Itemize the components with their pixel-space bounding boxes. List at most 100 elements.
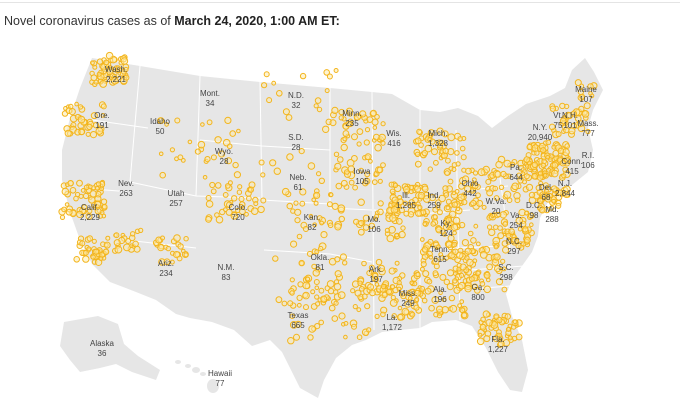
case-marker	[113, 239, 121, 247]
case-marker	[391, 196, 399, 204]
case-marker	[460, 154, 467, 161]
case-marker	[381, 291, 388, 298]
case-marker	[257, 205, 265, 214]
case-marker	[498, 335, 504, 341]
case-marker	[453, 286, 461, 294]
state-case-count: 61	[294, 183, 303, 192]
state-label-sd: S.D.28	[288, 133, 304, 152]
case-marker	[396, 313, 404, 321]
case-marker	[187, 139, 193, 145]
case-marker	[183, 236, 189, 242]
case-marker	[551, 198, 557, 204]
case-marker	[85, 212, 93, 220]
case-marker	[159, 171, 166, 179]
case-marker	[205, 200, 214, 208]
case-marker	[475, 270, 481, 276]
case-marker	[314, 97, 322, 104]
case-marker	[459, 299, 465, 305]
case-marker	[367, 283, 375, 291]
state-name: Wash.	[105, 65, 127, 74]
case-marker	[82, 255, 90, 263]
case-marker	[253, 201, 259, 207]
case-marker	[377, 264, 385, 272]
case-marker	[95, 181, 102, 187]
case-marker	[308, 213, 314, 219]
case-marker	[333, 68, 339, 73]
case-marker	[356, 141, 362, 147]
case-marker	[352, 184, 359, 191]
case-marker	[374, 213, 380, 219]
case-marker	[441, 130, 449, 138]
state-label-va: Va.254	[509, 211, 523, 230]
case-marker	[91, 238, 97, 244]
state-case-count: 28	[292, 143, 301, 152]
case-marker	[69, 187, 77, 194]
case-marker	[362, 214, 370, 222]
case-marker	[414, 137, 422, 145]
case-marker	[467, 230, 474, 237]
case-marker	[310, 289, 316, 295]
case-marker	[542, 173, 548, 178]
case-marker	[358, 167, 364, 174]
case-marker	[281, 300, 288, 307]
case-marker	[289, 277, 295, 283]
case-marker	[157, 244, 165, 252]
case-marker	[417, 204, 423, 211]
case-marker	[342, 136, 348, 142]
case-marker	[471, 182, 479, 190]
case-marker	[524, 210, 529, 216]
case-marker	[334, 223, 342, 231]
case-marker	[368, 158, 373, 164]
state-name: N.D.	[288, 91, 304, 100]
case-marker	[466, 258, 474, 267]
case-marker	[483, 271, 491, 279]
case-marker	[380, 140, 386, 146]
state-name: Fla.	[491, 335, 504, 344]
case-marker	[86, 246, 92, 252]
case-marker	[215, 215, 224, 224]
state-case-count: 75	[554, 121, 563, 130]
case-marker	[486, 189, 494, 197]
case-marker	[238, 196, 245, 202]
case-marker	[557, 147, 565, 155]
case-marker	[574, 115, 582, 122]
case-marker	[106, 68, 114, 76]
case-marker	[451, 201, 458, 208]
case-marker	[93, 79, 99, 85]
case-marker	[374, 313, 380, 319]
state-name: Calif.	[81, 203, 99, 212]
state-name: Texas	[288, 311, 309, 320]
case-marker	[89, 131, 98, 139]
case-marker	[452, 216, 461, 225]
case-marker	[275, 296, 283, 304]
state-label-mt: Mont.34	[200, 89, 220, 108]
state-name: Kan.	[304, 213, 320, 222]
state-case-count: 720	[231, 213, 245, 222]
case-marker	[322, 125, 330, 134]
state-name: Pa.	[510, 163, 522, 172]
state-name: Md.	[545, 205, 558, 214]
case-marker	[414, 289, 421, 297]
case-marker	[429, 194, 437, 202]
case-marker	[90, 74, 98, 82]
case-marker	[459, 145, 466, 152]
case-marker	[430, 221, 437, 227]
case-marker	[549, 105, 557, 112]
state-case-count: 20,940	[528, 133, 553, 142]
case-marker	[308, 325, 316, 333]
case-marker	[545, 139, 552, 146]
case-marker	[481, 204, 487, 210]
case-marker	[92, 64, 98, 70]
case-marker	[493, 244, 499, 250]
state-case-count: 297	[507, 247, 521, 256]
case-marker	[307, 334, 314, 341]
case-marker	[314, 294, 320, 300]
case-marker	[495, 160, 503, 169]
case-marker	[400, 225, 406, 231]
case-marker	[205, 195, 212, 201]
state-case-count: 288	[545, 215, 559, 224]
case-marker	[475, 241, 481, 247]
case-marker	[493, 224, 499, 230]
state-name: Utah	[168, 189, 185, 198]
state-name: Ala.	[433, 285, 447, 294]
